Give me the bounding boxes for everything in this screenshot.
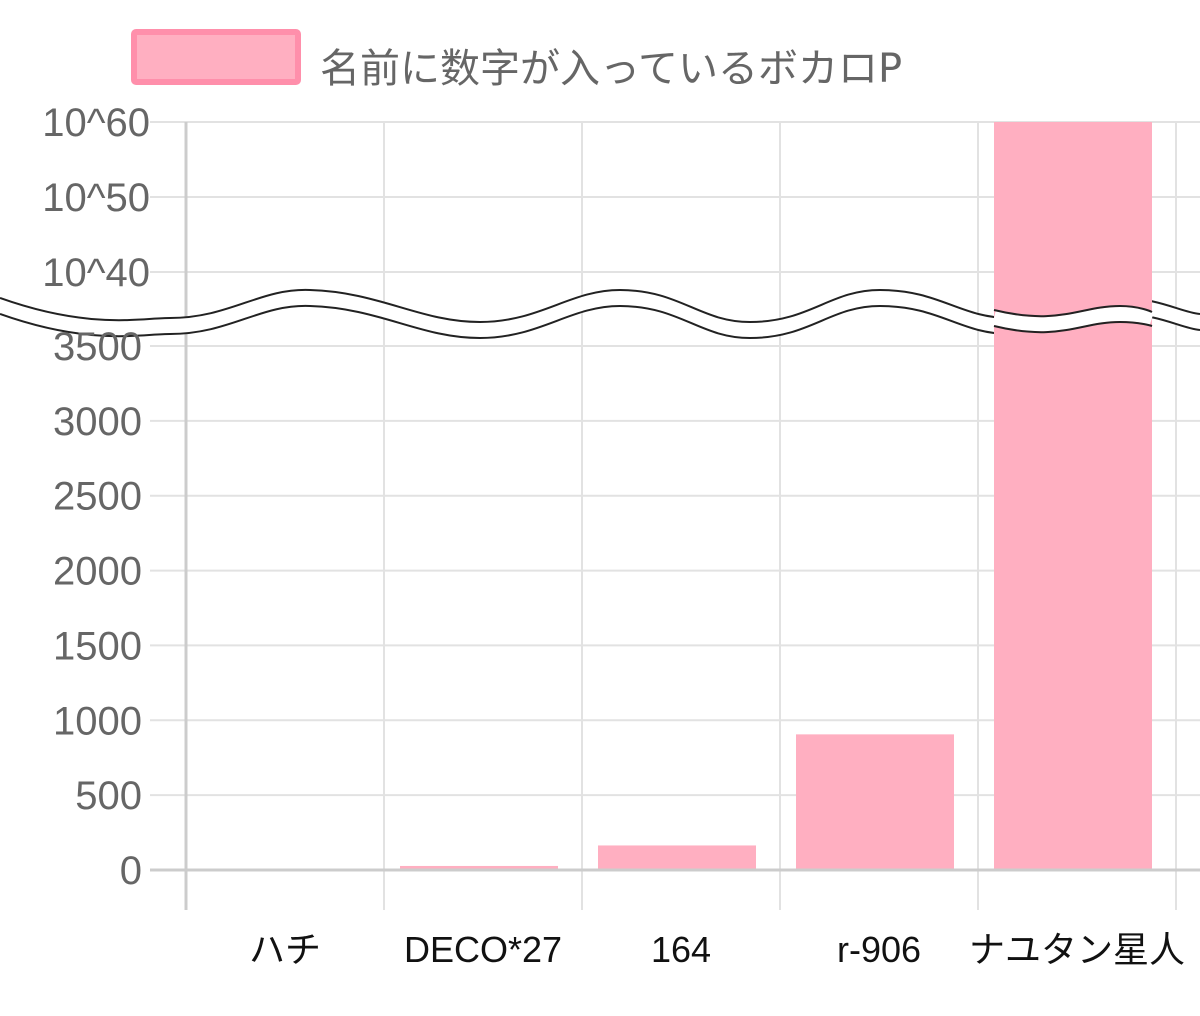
x-tick-label: ハチ — [249, 929, 321, 970]
axis-break — [0, 288, 1200, 340]
y-tick-label: 500 — [75, 774, 142, 818]
x-tick-label: DECO*27 — [404, 929, 562, 970]
bar-r-906 — [796, 734, 954, 870]
y-tick-label: 2000 — [53, 550, 142, 594]
y-tick-label: 0 — [120, 849, 142, 893]
y-tick-label: 1500 — [53, 624, 142, 668]
y-tick-label: 3000 — [53, 400, 142, 444]
y-axis-ticks: 0 500 1000 1500 2000 2500 3000 3500 10^40 10^50 10… — [42, 101, 150, 893]
axes — [150, 122, 1200, 910]
y-tick-label: 3500 — [53, 325, 142, 369]
bar-164 — [598, 845, 756, 870]
x-axis-ticks: ハチ DECO*27 164 r-906 ナユタン星人 — [249, 929, 1185, 970]
bar-ナユタン星人 — [994, 122, 1152, 870]
y-tick-label: 10^60 — [42, 101, 150, 145]
y-tick-label: 10^40 — [42, 251, 150, 295]
axis-break-band — [0, 289, 1200, 338]
bar-break-edge-top — [993, 304, 1153, 318]
y-tick-label: 10^50 — [42, 176, 150, 220]
y-tick-label: 1000 — [53, 699, 142, 743]
legend-label: 名前に数字が入っているボカロP — [320, 46, 902, 92]
legend: 名前に数字が入っているボカロP — [131, 29, 902, 92]
gridlines — [150, 121, 1200, 910]
bar-break-edge-bottom — [993, 320, 1153, 334]
bar-DECO*27 — [400, 865, 558, 870]
x-tick-label: r-906 — [837, 929, 921, 970]
x-tick-label: ナユタン星人 — [969, 929, 1185, 970]
legend-swatch — [131, 29, 301, 85]
bar-break-gap — [992, 306, 1155, 332]
x-tick-label: 164 — [651, 929, 711, 970]
bars — [202, 122, 1152, 870]
y-tick-label: 2500 — [53, 475, 142, 519]
